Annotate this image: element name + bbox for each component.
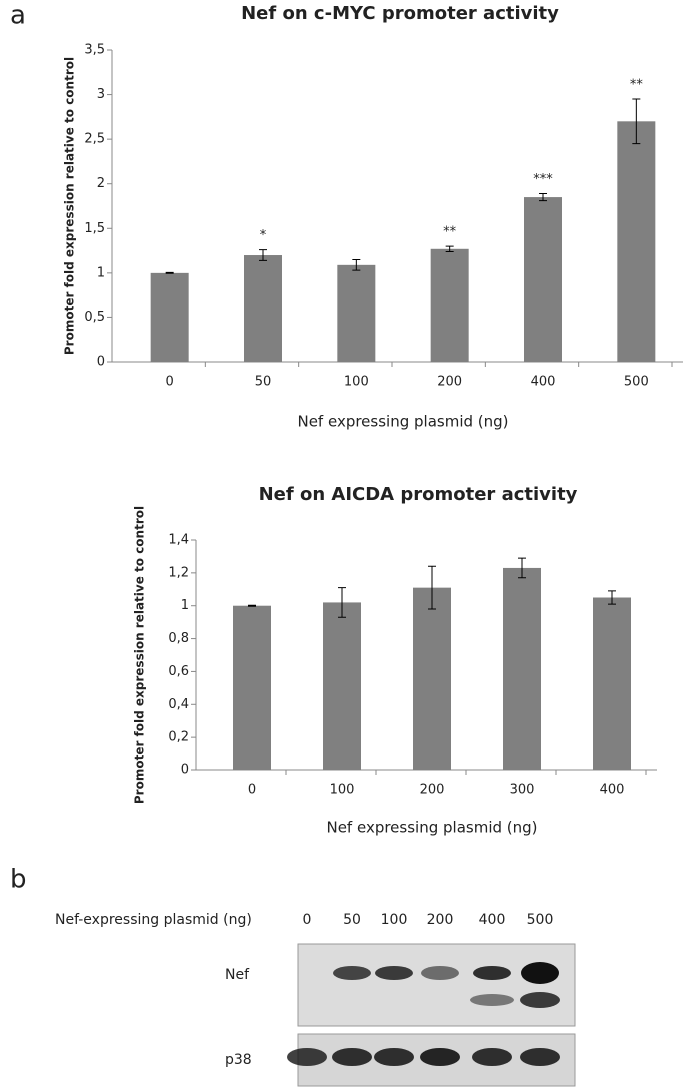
y-axis-label: Promoter fold expression relative to con… (133, 506, 147, 804)
bar (337, 264, 376, 362)
error-bar (632, 98, 641, 145)
bar (244, 255, 282, 362)
y-tick-label: 0 (97, 355, 105, 370)
blot-band (472, 1048, 512, 1066)
chart-title: Nef on c-MYC promoter activity (241, 3, 559, 24)
bar (524, 197, 562, 362)
bar (323, 602, 361, 770)
y-tick-label: 0,5 (84, 310, 105, 325)
lane-label: 200 (427, 912, 454, 928)
error-bar (608, 590, 616, 605)
error-bar (445, 245, 454, 252)
lane-label: 50 (343, 912, 361, 928)
blot-band (473, 966, 511, 980)
x-tick-label: 0 (248, 783, 256, 798)
lane-label: 400 (479, 912, 506, 928)
y-tick-label: 0,8 (168, 631, 189, 646)
blot-row-label: p38 (225, 1052, 252, 1068)
bar (413, 587, 451, 770)
blot-band (375, 966, 413, 980)
y-tick-label: 1,2 (168, 565, 189, 580)
y-tick-label: 0 (181, 763, 189, 778)
y-tick-label: 3 (97, 87, 105, 102)
blot-band (421, 966, 459, 980)
x-tick-label: 400 (531, 375, 556, 390)
blot-row-label: Nef (225, 967, 250, 983)
blot-panel (297, 943, 576, 1027)
x-tick-label: 400 (600, 783, 625, 798)
y-tick-label: 2 (97, 176, 105, 191)
error-bar (518, 557, 526, 579)
lane-label: 500 (527, 912, 554, 928)
lane-label: 100 (381, 912, 408, 928)
blot-band (333, 966, 371, 980)
blot-band (520, 1048, 560, 1066)
error-bar (539, 193, 547, 202)
error-bar (428, 565, 436, 610)
blot-band (470, 994, 514, 1006)
x-tick-label: 500 (624, 375, 649, 390)
panel-label: b (10, 865, 27, 895)
error-bar (259, 249, 267, 261)
bar (503, 567, 541, 770)
bar (617, 121, 656, 362)
panel-label: a (10, 1, 26, 31)
blot-band (420, 1048, 460, 1066)
blot-band (521, 962, 559, 984)
y-tick-label: 1 (97, 265, 105, 280)
lane-label: 0 (303, 912, 312, 928)
blot-band (332, 1048, 372, 1066)
x-tick-label: 100 (344, 375, 369, 390)
x-tick-label: 300 (510, 783, 535, 798)
y-tick-label: 0,6 (168, 664, 189, 679)
y-tick-label: 0,2 (168, 730, 189, 745)
y-tick-label: 2,5 (84, 132, 105, 147)
significance-label: ** (630, 78, 644, 93)
y-tick-label: 1,5 (84, 221, 105, 236)
significance-label: * (260, 228, 267, 243)
error-bar (248, 604, 256, 607)
x-axis-label: Nef expressing plasmid (ng) (297, 413, 508, 431)
y-tick-label: 0,4 (168, 697, 189, 712)
x-tick-label: 200 (420, 783, 445, 798)
y-tick-label: 1 (181, 598, 189, 613)
y-tick-label: 1,4 (168, 533, 189, 548)
x-tick-label: 200 (437, 375, 462, 390)
error-bar (165, 271, 174, 274)
blot-band (520, 992, 560, 1008)
blot-header: Nef-expressing plasmid (ng) (55, 912, 252, 928)
blot-band (374, 1048, 414, 1066)
x-axis-label: Nef expressing plasmid (ng) (326, 819, 537, 837)
error-bar (352, 258, 361, 271)
chart-title: Nef on AICDA promoter activity (259, 484, 578, 505)
significance-label: *** (533, 172, 553, 187)
error-bar (338, 587, 346, 618)
y-tick-label: 3,5 (84, 43, 105, 58)
bar (150, 272, 189, 362)
blot-band (287, 1048, 327, 1066)
significance-label: ** (443, 225, 457, 240)
x-tick-label: 0 (166, 375, 174, 390)
bar (233, 605, 271, 770)
x-tick-label: 50 (255, 375, 272, 390)
bar (593, 597, 631, 770)
bar (430, 248, 469, 362)
y-axis-label: Promoter fold expression relative to con… (63, 57, 77, 355)
x-tick-label: 100 (330, 783, 355, 798)
